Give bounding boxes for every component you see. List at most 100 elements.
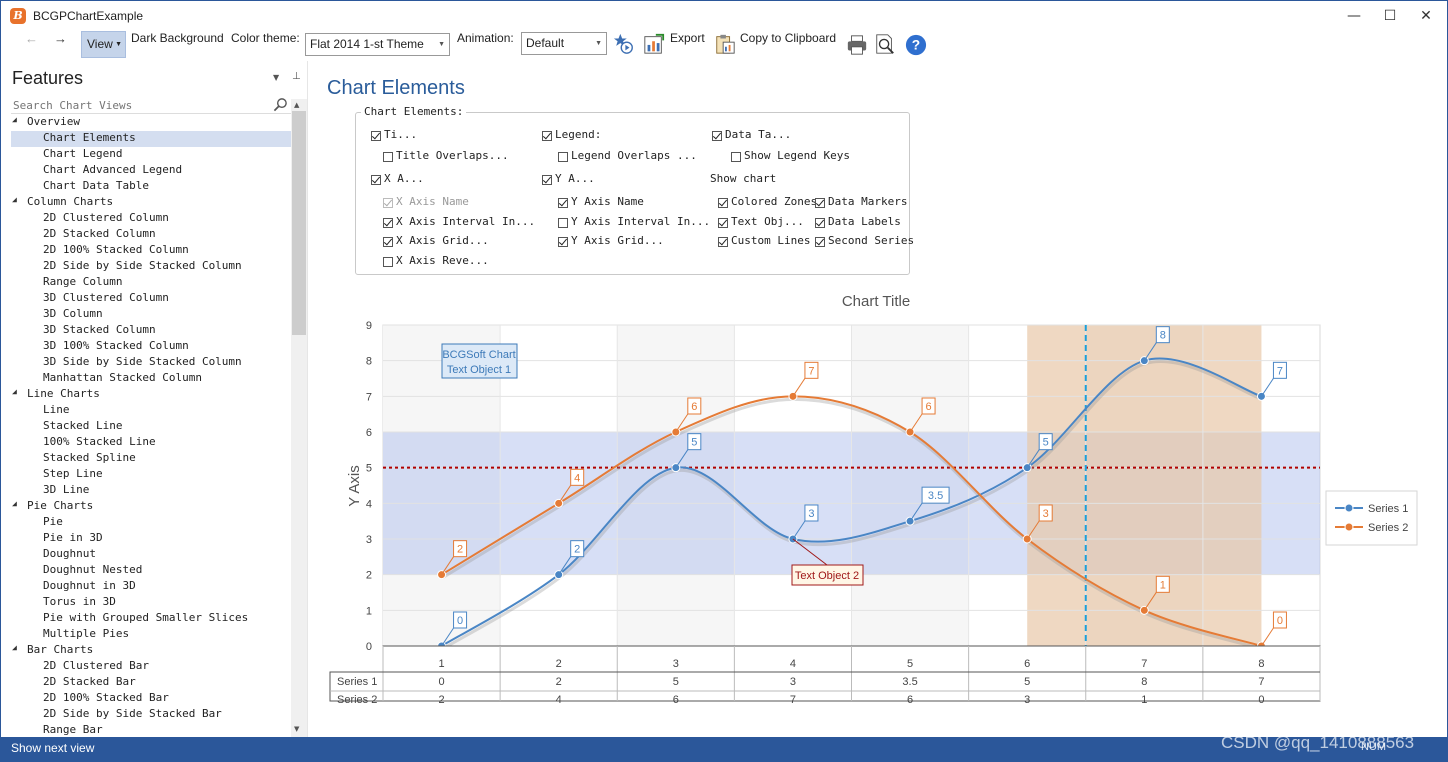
- checkbox-box[interactable]: [371, 175, 381, 185]
- tree-item[interactable]: Chart Advanced Legend: [11, 163, 291, 179]
- panel-dropdown-icon[interactable]: ▼: [273, 73, 280, 82]
- checkbox-box[interactable]: [712, 131, 722, 141]
- text-objects-checkbox[interactable]: Text Obj...: [718, 215, 804, 231]
- tree-category[interactable]: ◢ Overview: [11, 115, 80, 131]
- y-axis-grid-checkbox[interactable]: Y Axis Grid...: [558, 234, 664, 250]
- export-button[interactable]: Export: [670, 31, 705, 45]
- x-axis-reverse-checkbox[interactable]: X Axis Reve...: [383, 254, 489, 270]
- x-axis-checkbox[interactable]: X A...: [371, 172, 424, 188]
- tree-item[interactable]: 2D Side by Side Stacked Bar: [11, 707, 291, 723]
- x-axis-interval-checkbox[interactable]: X Axis Interval In...: [383, 215, 535, 231]
- checkbox-box[interactable]: [815, 237, 825, 247]
- tree-item[interactable]: Line: [11, 403, 291, 419]
- copy-to-clipboard-button[interactable]: Copy to Clipboard: [740, 31, 837, 45]
- tree-category[interactable]: ◢ Column Charts: [11, 195, 113, 211]
- close-button[interactable]: ✕: [1420, 8, 1432, 24]
- forward-arrow-icon[interactable]: →: [54, 31, 67, 46]
- custom-lines-checkbox[interactable]: Custom Lines: [718, 234, 810, 250]
- tree-item[interactable]: 2D Side by Side Stacked Column: [11, 259, 291, 275]
- checkbox-box[interactable]: [542, 131, 552, 141]
- checkbox-box[interactable]: [383, 198, 393, 208]
- tree-item[interactable]: Chart Legend: [11, 147, 291, 163]
- second-series-checkbox[interactable]: Second Series: [815, 234, 914, 250]
- clipboard-icon[interactable]: [714, 33, 736, 55]
- pin-icon[interactable]: ⊥: [292, 71, 301, 82]
- checkbox-box[interactable]: [558, 198, 568, 208]
- tree-item[interactable]: 3D Column: [11, 307, 291, 323]
- collapse-triangle-icon[interactable]: ◢: [12, 643, 17, 652]
- tree-item[interactable]: 3D Line: [11, 483, 291, 499]
- back-arrow-icon[interactable]: ←: [25, 31, 38, 46]
- checkbox-box[interactable]: [383, 218, 393, 228]
- collapse-triangle-icon[interactable]: ◢: [12, 387, 17, 396]
- checkbox-box[interactable]: [558, 218, 568, 228]
- tree-item[interactable]: Stacked Spline: [11, 451, 291, 467]
- checkbox-box[interactable]: [815, 218, 825, 228]
- data-labels-checkbox[interactable]: Data Labels: [815, 215, 901, 231]
- checkbox-box[interactable]: [383, 152, 393, 162]
- dark-background-button[interactable]: Dark Background: [131, 31, 224, 45]
- tree-item[interactable]: Chart Data Table: [11, 179, 291, 195]
- color-theme-select[interactable]: Flat 2014 1-st Theme ▼: [305, 33, 450, 56]
- collapse-triangle-icon[interactable]: ◢: [12, 195, 17, 204]
- tree-item[interactable]: Doughnut: [11, 547, 291, 563]
- checkbox-box[interactable]: [383, 237, 393, 247]
- tree-item[interactable]: Pie with Grouped Smaller Slices: [11, 611, 291, 627]
- checkbox-box[interactable]: [731, 152, 741, 162]
- checkbox-box[interactable]: [558, 152, 568, 162]
- tree-item[interactable]: 3D 100% Stacked Column: [11, 339, 291, 355]
- x-axis-name-checkbox[interactable]: X Axis Name: [383, 195, 469, 211]
- tree-item[interactable]: Doughnut Nested: [11, 563, 291, 579]
- tree-item[interactable]: 2D Stacked Column: [11, 227, 291, 243]
- tree-item[interactable]: 2D 100% Stacked Column: [11, 243, 291, 259]
- tree-item[interactable]: Pie: [11, 515, 291, 531]
- colored-zones-checkbox[interactable]: Colored Zones: [718, 195, 817, 211]
- search-chart-views-input[interactable]: [13, 98, 268, 112]
- scroll-up-icon[interactable]: ▲: [294, 101, 300, 109]
- tree-item[interactable]: Stacked Line: [11, 419, 291, 435]
- tree-item[interactable]: 2D Stacked Bar: [11, 675, 291, 691]
- checkbox-box[interactable]: [542, 175, 552, 185]
- checkbox-box[interactable]: [383, 257, 393, 267]
- y-axis-name-checkbox[interactable]: Y Axis Name: [558, 195, 644, 211]
- tree-item[interactable]: 3D Clustered Column: [11, 291, 291, 307]
- tree-scrollbar[interactable]: ▲ ▼: [291, 99, 307, 737]
- print-preview-icon[interactable]: [874, 33, 896, 55]
- scrollbar-thumb[interactable]: [292, 111, 306, 335]
- tree-item[interactable]: Range Column: [11, 275, 291, 291]
- legend-overlaps-checkbox[interactable]: Legend Overlaps ...: [558, 149, 697, 165]
- checkbox-box[interactable]: [558, 237, 568, 247]
- tree-category[interactable]: ◢ Bar Charts: [11, 643, 93, 659]
- tree-category[interactable]: ◢ Line Charts: [11, 387, 100, 403]
- checkbox-box[interactable]: [815, 198, 825, 208]
- tree-item[interactable]: Multiple Pies: [11, 627, 291, 643]
- data-table-checkbox[interactable]: Data Ta...: [712, 128, 791, 144]
- data-markers-checkbox[interactable]: Data Markers: [815, 195, 907, 211]
- export-chart-icon[interactable]: [643, 33, 665, 55]
- print-icon[interactable]: [846, 34, 868, 56]
- animate-star-icon[interactable]: [613, 33, 635, 55]
- tree-item[interactable]: 3D Side by Side Stacked Column: [11, 355, 291, 371]
- tree-item[interactable]: Chart Elements: [11, 131, 291, 147]
- y-axis-interval-checkbox[interactable]: Y Axis Interval In...: [558, 215, 710, 231]
- checkbox-box[interactable]: [718, 218, 728, 228]
- collapse-triangle-icon[interactable]: ◢: [12, 115, 17, 124]
- tree-item[interactable]: Torus in 3D: [11, 595, 291, 611]
- tree-item[interactable]: Range Bar: [11, 723, 291, 737]
- x-axis-grid-checkbox[interactable]: X Axis Grid...: [383, 234, 489, 250]
- tree-item[interactable]: Pie in 3D: [11, 531, 291, 547]
- tree-item[interactable]: 3D Stacked Column: [11, 323, 291, 339]
- tree-item[interactable]: Step Line: [11, 467, 291, 483]
- title-overlaps-checkbox[interactable]: Title Overlaps...: [383, 149, 509, 165]
- tree-item[interactable]: Manhattan Stacked Column: [11, 371, 291, 387]
- checkbox-box[interactable]: [718, 198, 728, 208]
- tree-item[interactable]: 2D 100% Stacked Bar: [11, 691, 291, 707]
- title-checkbox[interactable]: Ti...: [371, 128, 417, 144]
- animation-select[interactable]: Default ▼: [521, 32, 607, 55]
- minimize-button[interactable]: —: [1347, 8, 1361, 24]
- scroll-down-icon[interactable]: ▼: [294, 725, 300, 733]
- checkbox-box[interactable]: [371, 131, 381, 141]
- checkbox-box[interactable]: [718, 237, 728, 247]
- view-menu-button[interactable]: View ▼: [81, 31, 126, 58]
- tree-item[interactable]: 2D Clustered Column: [11, 211, 291, 227]
